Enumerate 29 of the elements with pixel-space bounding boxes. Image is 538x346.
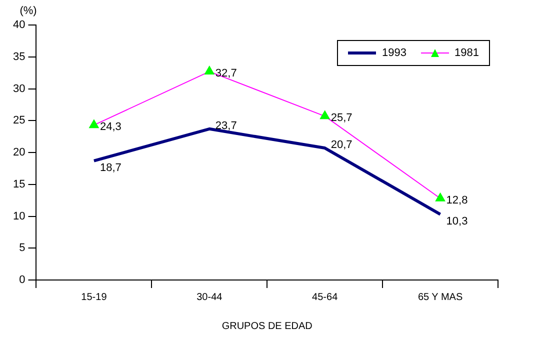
x-tick-label: 65 Y MAS: [418, 292, 463, 303]
data-label: 32,7: [215, 68, 237, 80]
y-tick-label: 10: [12, 210, 26, 222]
point: [204, 66, 214, 75]
legend-label: 1993: [382, 47, 407, 59]
data-label: 12,8: [446, 194, 468, 206]
y-tick-label: 40: [12, 19, 26, 32]
data-label: 23,7: [215, 120, 237, 132]
y-axis-title: (%): [20, 5, 37, 18]
data-label: 24,3: [100, 121, 122, 134]
data-label: 18,7: [100, 162, 122, 174]
y-tick-label: 30: [12, 82, 26, 95]
data-label: 25,7: [330, 112, 352, 124]
legend-label: 1981: [454, 47, 479, 59]
y-tick-label: 5: [19, 242, 26, 254]
x-tick-label: 15-19: [81, 292, 108, 303]
point: [320, 110, 330, 120]
x-tick-label: 30-44: [196, 292, 223, 303]
x-tick-label: 45-64: [312, 292, 338, 303]
point: [89, 120, 99, 128]
x-axis-title: GRUPOS DE EDAD: [222, 320, 312, 332]
data-label: 20,7: [330, 139, 352, 152]
y-tick-label: 20: [12, 146, 26, 159]
point: [435, 192, 446, 202]
y-tick-label: 35: [12, 50, 26, 63]
y-tick-label: 0: [19, 274, 26, 286]
y-tick-label: 25: [12, 114, 26, 127]
data-label: 10,3: [446, 215, 468, 228]
y-tick-label: 15: [12, 178, 26, 190]
